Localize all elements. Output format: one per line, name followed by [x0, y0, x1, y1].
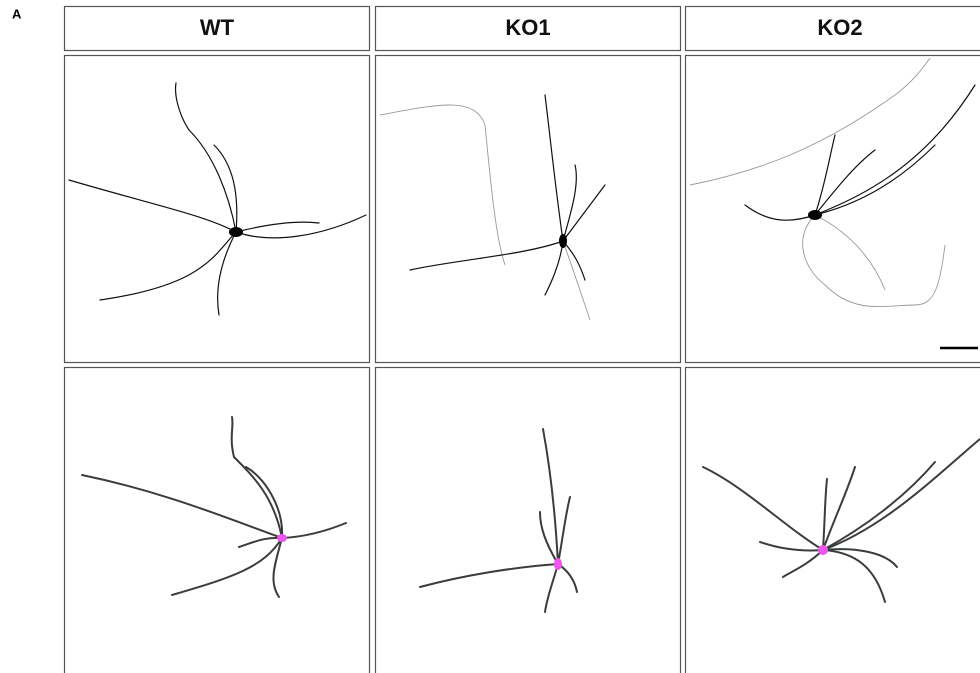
image-box [65, 56, 370, 363]
column-label: KO2 [817, 15, 862, 40]
tracing-box [65, 368, 370, 673]
panel-label: A [12, 6, 22, 21]
tracing-box [376, 368, 681, 673]
tracing-box [686, 368, 980, 673]
image-box [376, 56, 681, 363]
figure: A WT KO1 KO2 [0, 0, 980, 673]
column-label: WT [200, 15, 235, 40]
column-label: KO1 [505, 15, 550, 40]
image-box [686, 56, 980, 363]
